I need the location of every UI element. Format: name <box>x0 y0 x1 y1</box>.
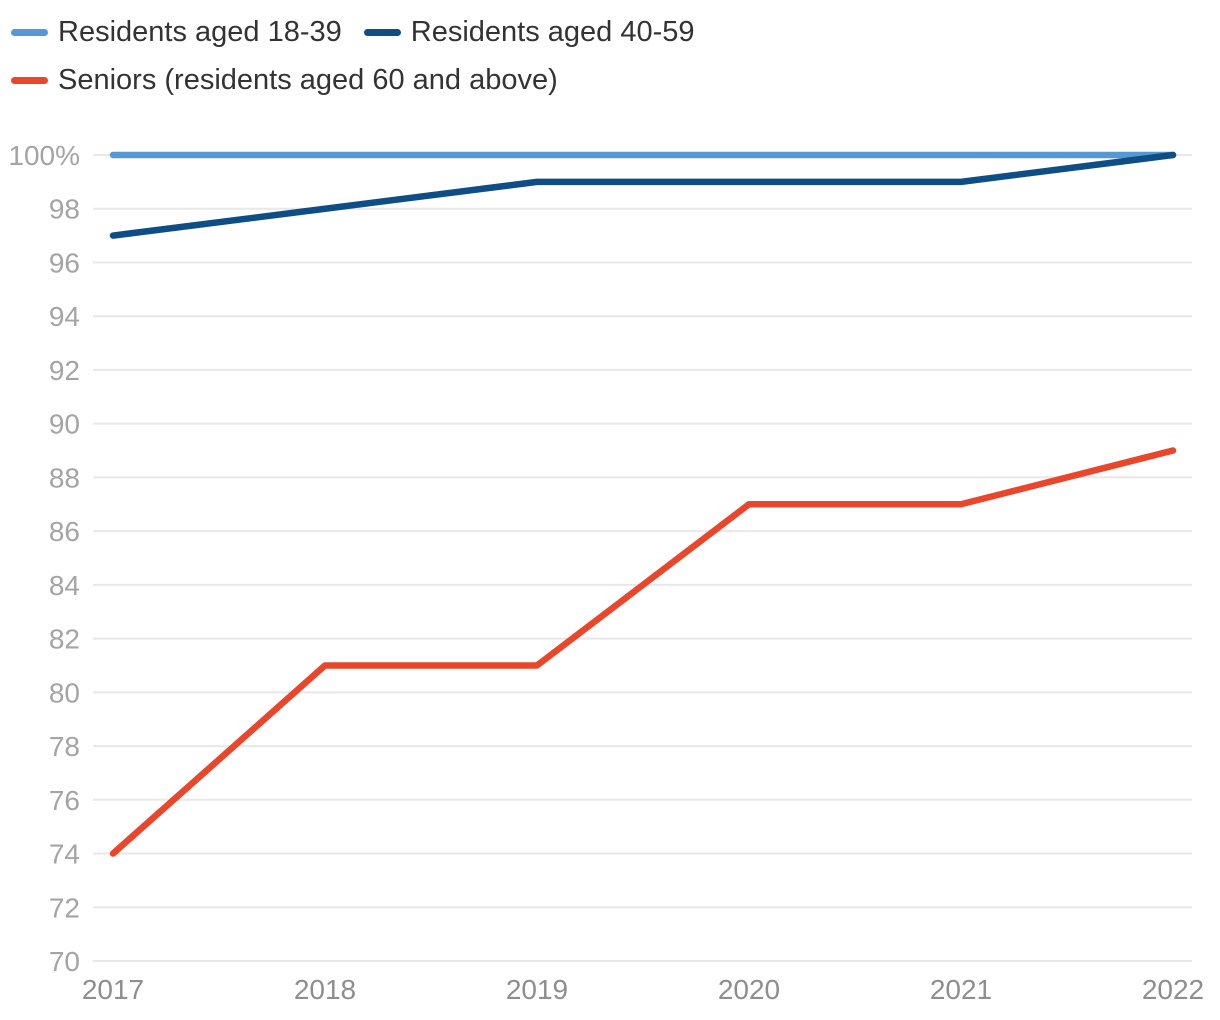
x-tick-label-2017: 2017 <box>82 974 144 1005</box>
y-tick-label-80: 80 <box>49 677 80 708</box>
legend-swatch-residents-aged-40-59 <box>363 29 401 36</box>
legend-item-residents-aged-40-59: Residents aged 40-59 <box>363 14 695 51</box>
legend-item-seniors-residents-aged-60-and-above: Seniors (residents aged 60 and above) <box>11 62 558 99</box>
x-tick-label-2020: 2020 <box>718 974 780 1005</box>
x-tick-label-2019: 2019 <box>506 974 568 1005</box>
chart-legend: Residents aged 18-39 Residents aged 40-59… <box>11 14 1161 99</box>
y-tick-label-76: 76 <box>49 785 80 816</box>
y-tick-label-82: 82 <box>49 624 80 655</box>
y-tick-label-74: 74 <box>49 839 80 870</box>
y-tick-label-94: 94 <box>49 301 80 332</box>
y-tick-label-88: 88 <box>49 462 80 493</box>
legend-item-residents-aged-18-39: Residents aged 18-39 <box>11 14 342 51</box>
y-tick-label-96: 96 <box>49 247 80 278</box>
legend-label: Residents aged 18-39 <box>58 16 342 48</box>
x-tick-label-2021: 2021 <box>930 974 992 1005</box>
y-tick-label-78: 78 <box>49 731 80 762</box>
y-tick-label-84: 84 <box>49 570 80 601</box>
y-tick-label-70: 70 <box>49 946 80 977</box>
x-tick-label-2018: 2018 <box>294 974 356 1005</box>
legend-swatch-seniors-residents-aged-60-and-above <box>11 77 48 84</box>
x-tick-label-2022: 2022 <box>1142 974 1204 1005</box>
y-tick-label-86: 86 <box>49 516 80 547</box>
y-tick-label-98: 98 <box>49 194 80 225</box>
legend-label: Seniors (residents aged 60 and above) <box>58 64 558 96</box>
y-tick-label-90: 90 <box>49 409 80 440</box>
y-tick-label-100: 100% <box>8 140 80 171</box>
legend-swatch-residents-aged-18-39 <box>11 29 48 36</box>
series-line-seniors-residents-aged-60-and-above <box>109 447 1177 857</box>
legend-label: Residents aged 40-59 <box>410 16 695 48</box>
y-tick-label-92: 92 <box>49 355 80 386</box>
series-line-residents-aged-40-59 <box>109 151 1177 239</box>
y-tick-label-72: 72 <box>49 892 80 923</box>
